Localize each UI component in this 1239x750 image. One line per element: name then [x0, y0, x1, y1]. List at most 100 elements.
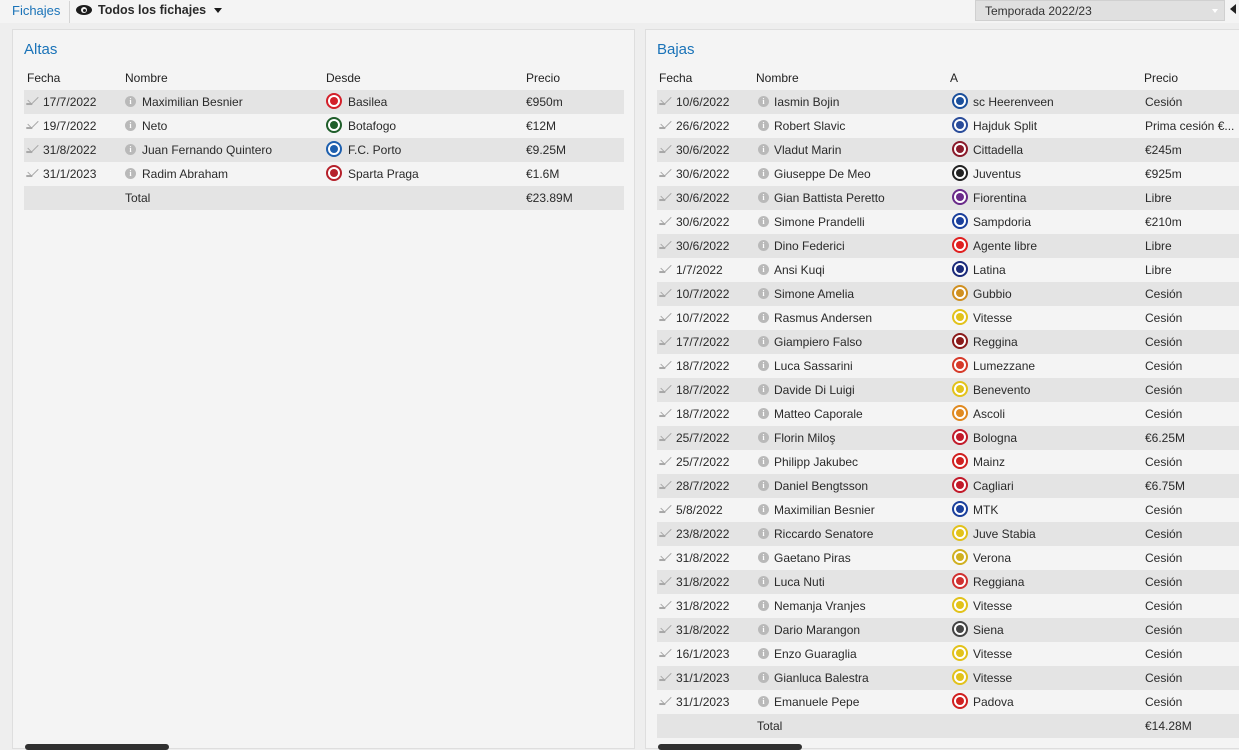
table-row[interactable]: 5/8/2022 i Maximilian Besnier MTK Cesión — [657, 498, 1239, 522]
info-icon[interactable]: i — [758, 504, 769, 515]
club-name[interactable]: Siena — [973, 623, 1004, 637]
player-name[interactable]: Dario Marangon — [774, 623, 861, 637]
altas-col-name[interactable]: Nombre — [125, 71, 168, 85]
info-icon[interactable]: i — [758, 552, 769, 563]
altas-scrollbar[interactable] — [25, 744, 169, 750]
club-name[interactable]: Juve Stabia — [973, 527, 1036, 541]
table-row[interactable]: 19/7/2022 i Neto Botafogo €12M — [24, 114, 624, 138]
player-name[interactable]: Davide Di Luigi — [774, 383, 855, 397]
bajas-col-club[interactable]: A — [950, 71, 959, 85]
table-row[interactable]: 31/8/2022 i Juan Fernando Quintero F.C. Por… — [24, 138, 624, 162]
info-icon[interactable]: i — [758, 216, 769, 227]
info-icon[interactable]: i — [758, 96, 769, 107]
club-name[interactable]: Cittadella — [973, 143, 1024, 157]
table-row[interactable]: 30/6/2022 i Gian Battista Peretto Fiorentin… — [657, 186, 1239, 210]
bajas-col-price[interactable]: Precio — [1144, 71, 1179, 85]
table-row[interactable]: 30/6/2022 i Simone Prandelli Sampdoria €210m — [657, 210, 1239, 234]
player-name[interactable]: Ansi Kuqi — [774, 263, 825, 277]
club-name[interactable]: Reggina — [973, 335, 1018, 349]
info-icon[interactable]: i — [758, 144, 769, 155]
player-name[interactable]: Dino Federici — [774, 239, 845, 253]
table-row[interactable]: 10/6/2022 i Iasmin Bojin sc Heerenveen Cesió… — [657, 90, 1239, 114]
info-icon[interactable]: i — [758, 672, 769, 683]
club-name[interactable]: Sampdoria — [973, 215, 1032, 229]
player-name[interactable]: Rasmus Andersen — [774, 311, 873, 325]
table-row[interactable]: 30/6/2022 i Vladut Marin Cittadella €245m — [657, 138, 1239, 162]
player-name[interactable]: Simone Prandelli — [774, 215, 865, 229]
club-name[interactable]: Juventus — [973, 167, 1022, 181]
player-name[interactable]: Riccardo Senatore — [774, 527, 874, 541]
club-name[interactable]: Vitesse — [973, 647, 1013, 661]
player-name[interactable]: Daniel Bengtsson — [774, 479, 869, 493]
info-icon[interactable]: i — [758, 432, 769, 443]
table-row[interactable]: 25/7/2022 i Philipp Jakubec Mainz Cesión — [657, 450, 1239, 474]
player-name[interactable]: Nemanja Vranjes — [774, 599, 866, 613]
info-icon[interactable]: i — [758, 696, 769, 707]
filter-dropdown[interactable]: Todos los fichajes — [76, 3, 223, 17]
club-name[interactable]: Ascoli — [973, 407, 1006, 421]
player-name[interactable]: Iasmin Bojin — [774, 95, 840, 109]
table-row[interactable]: 1/7/2022 i Ansi Kuqi Latina Libre — [657, 258, 1239, 282]
club-name[interactable]: Cagliari — [973, 479, 1014, 493]
table-row[interactable]: 31/1/2023 i Radim Abraham Sparta Praga €1.6M — [24, 162, 624, 186]
club-name[interactable]: MTK — [973, 503, 999, 517]
table-row[interactable]: 25/7/2022 i Florin Miloş Bologna €6.25M — [657, 426, 1239, 450]
club-name[interactable]: Hajduk Split — [973, 119, 1038, 133]
club-name[interactable]: Reggiana — [973, 575, 1025, 589]
info-icon[interactable]: i — [758, 456, 769, 467]
info-icon[interactable]: i — [758, 576, 769, 587]
player-name[interactable]: Vladut Marin — [774, 143, 842, 157]
player-name[interactable]: Gaetano Piras — [774, 551, 851, 565]
player-name[interactable]: Giampiero Falso — [774, 335, 863, 349]
player-name[interactable]: Maximilian Besnier — [774, 503, 875, 517]
club-name[interactable]: Agente libre — [973, 239, 1038, 253]
table-row[interactable]: 28/7/2022 i Daniel Bengtsson Cagliari €6.75M — [657, 474, 1239, 498]
club-name[interactable]: Verona — [973, 551, 1012, 565]
table-row[interactable]: 31/8/2022 i Gaetano Piras Verona Cesión — [657, 546, 1239, 570]
club-name[interactable]: Lumezzane — [973, 359, 1036, 373]
club-name[interactable]: Vitesse — [973, 599, 1013, 613]
info-icon[interactable]: i — [758, 264, 769, 275]
info-icon[interactable]: i — [758, 192, 769, 203]
table-row[interactable]: 30/6/2022 i Dino Federici Agente libre Libre — [657, 234, 1239, 258]
club-name[interactable]: Bologna — [973, 431, 1018, 445]
player-name[interactable]: Juan Fernando Quintero — [142, 143, 273, 157]
player-name[interactable]: Gianluca Balestra — [774, 671, 869, 685]
club-name[interactable]: sc Heerenveen — [973, 95, 1054, 109]
info-icon[interactable]: i — [758, 168, 769, 179]
info-icon[interactable]: i — [758, 384, 769, 395]
player-name[interactable]: Simone Amelia — [774, 287, 855, 301]
club-name[interactable]: Gubbio — [973, 287, 1012, 301]
table-row[interactable]: 30/6/2022 i Giuseppe De Meo Juventus €925m — [657, 162, 1239, 186]
player-name[interactable]: Enzo Guaraglia — [774, 647, 857, 661]
player-name[interactable]: Florin Miloş — [774, 431, 836, 445]
club-name[interactable]: Sparta Praga — [348, 167, 419, 181]
club-name[interactable]: Botafogo — [348, 119, 397, 133]
table-row[interactable]: 23/8/2022 i Riccardo Senatore Juve Stabia Ce… — [657, 522, 1239, 546]
info-icon[interactable]: i — [758, 600, 769, 611]
info-icon[interactable]: i — [758, 312, 769, 323]
table-row[interactable]: 31/8/2022 i Nemanja Vranjes Vitesse Cesión — [657, 594, 1239, 618]
club-name[interactable]: Latina — [973, 263, 1006, 277]
table-row[interactable]: 17/7/2022 i Giampiero Falso Reggina Cesión — [657, 330, 1239, 354]
altas-col-club[interactable]: Desde — [326, 71, 361, 85]
club-name[interactable]: Vitesse — [973, 671, 1013, 685]
bajas-scrollbar[interactable] — [658, 744, 802, 750]
player-name[interactable]: Matteo Caporale — [774, 407, 863, 421]
info-icon[interactable]: i — [125, 120, 136, 131]
club-name[interactable]: Padova — [973, 695, 1014, 709]
info-icon[interactable]: i — [758, 336, 769, 347]
player-name[interactable]: Radim Abraham — [142, 167, 229, 181]
info-icon[interactable]: i — [758, 240, 769, 251]
bajas-col-date[interactable]: Fecha — [659, 71, 693, 85]
player-name[interactable]: Robert Slavic — [774, 119, 846, 133]
bajas-col-name[interactable]: Nombre — [756, 71, 799, 85]
club-name[interactable]: Benevento — [973, 383, 1031, 397]
season-select[interactable]: Temporada 2022/23 — [975, 0, 1225, 21]
club-name[interactable]: Mainz — [973, 455, 1006, 469]
player-name[interactable]: Gian Battista Peretto — [774, 191, 885, 205]
club-name[interactable]: Vitesse — [973, 311, 1013, 325]
table-row[interactable]: 31/8/2022 i Dario Marangon Siena Cesión — [657, 618, 1239, 642]
info-icon[interactable]: i — [758, 480, 769, 491]
player-name[interactable]: Maximilian Besnier — [142, 95, 243, 109]
